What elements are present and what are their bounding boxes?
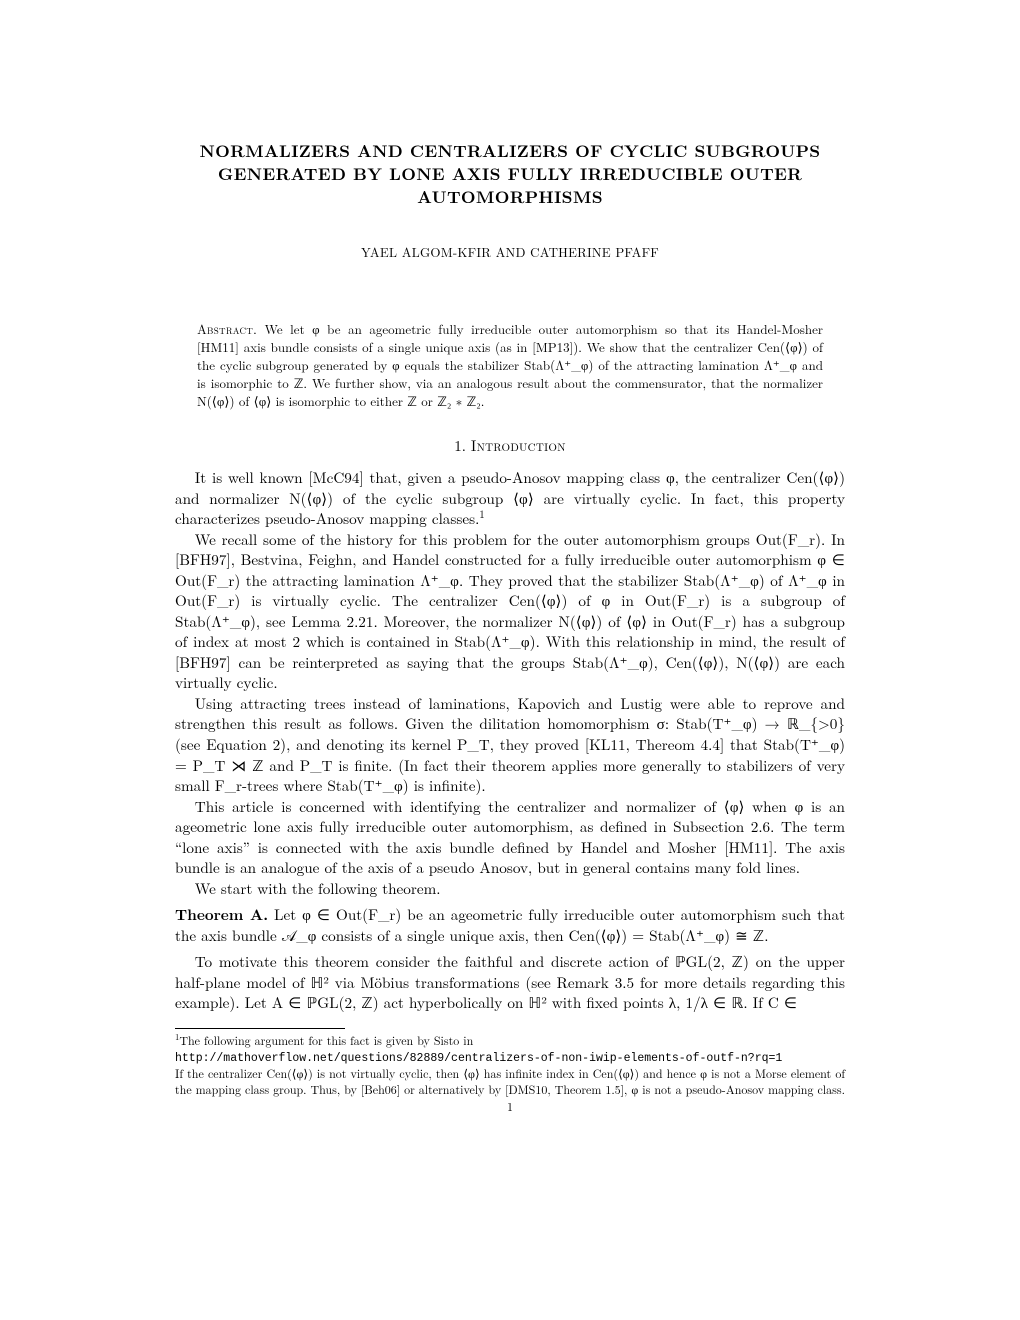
footnotes-block: 1The following argument for this fact is… <box>175 1033 845 1098</box>
section-heading: 1. Introduction <box>175 436 845 456</box>
paragraph-4: This article is concerned with identifyi… <box>175 797 845 879</box>
p5-text: We start with the following theorem. <box>195 878 441 899</box>
footnote-mark-1: 1 <box>479 507 484 522</box>
section-title: Introduction <box>471 435 566 456</box>
abstract-text: We let φ be an ageometric fully irreduci… <box>197 319 823 410</box>
page-number: 1 <box>175 1099 845 1115</box>
footnote-rule <box>175 1028 345 1029</box>
paper-title: NORMALIZERS AND CENTRALIZERS OF CYCLIC S… <box>175 140 845 209</box>
theorem-a-label: Theorem A. <box>175 904 268 925</box>
paragraph-3: Using attracting trees instead of lamina… <box>175 694 845 797</box>
theorem-a: Theorem A. Let φ ∈ Out(F_r) be an ageome… <box>175 905 845 946</box>
p1-text: It is well known [McC94] that, given a p… <box>175 467 845 529</box>
p6-text: To motivate this theorem consider the fa… <box>175 951 845 1013</box>
paper-page: NORMALIZERS AND CENTRALIZERS OF CYCLIC S… <box>0 0 1020 1320</box>
paragraph-2: We recall some of the history for this p… <box>175 530 845 694</box>
title-line-2: GENERATED BY LONE AXIS FULLY IRREDUCIBLE… <box>218 162 802 186</box>
section-number: 1. <box>454 435 466 456</box>
footnote-line-1: The following argument for this fact is … <box>179 1032 473 1049</box>
p3-text: Using attracting trees instead of lamina… <box>175 693 845 796</box>
footnote-url: http://mathoverflow.net/questions/82889/… <box>175 1052 782 1065</box>
paragraph-1: It is well known [McC94] that, given a p… <box>175 468 845 530</box>
footnote-line-2: If the centralizer Cen(⟨φ⟩) is not virtu… <box>175 1065 845 1098</box>
title-line-1: NORMALIZERS AND CENTRALIZERS OF CYCLIC S… <box>200 139 821 163</box>
p4-text: This article is concerned with identifyi… <box>175 796 845 879</box>
title-line-3: AUTOMORPHISMS <box>417 185 603 209</box>
abstract-block: Abstract. We let φ be an ageometric full… <box>197 320 823 410</box>
paper-authors: YAEL ALGOM-KFIR AND CATHERINE PFAFF <box>175 243 845 261</box>
paragraph-5: We start with the following theorem. <box>175 879 845 900</box>
theorem-a-text: Let φ ∈ Out(F_r) be an ageometric fully … <box>175 904 845 946</box>
paragraph-6: To motivate this theorem consider the fa… <box>175 952 845 1014</box>
abstract-label: Abstract. <box>197 319 257 338</box>
p2-text: We recall some of the history for this p… <box>175 529 845 694</box>
